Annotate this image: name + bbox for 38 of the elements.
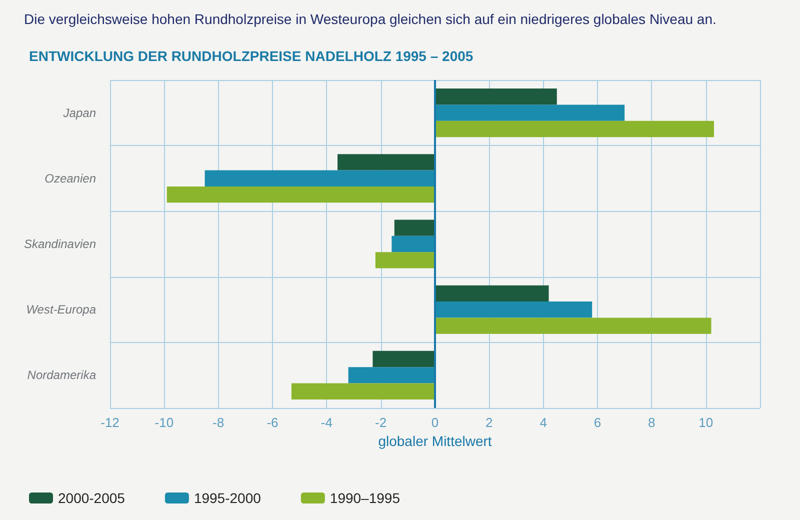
bar (166, 186, 435, 203)
x-tick-label: 0 (431, 415, 439, 430)
bar (348, 367, 435, 384)
bar (375, 252, 435, 268)
bar (435, 302, 592, 318)
y-tick-label: Japan (62, 106, 96, 120)
x-tick-label: 2 (486, 415, 493, 430)
bar (372, 350, 435, 368)
bar (338, 154, 435, 170)
y-tick-label: West-Europa (26, 302, 96, 317)
bar (435, 120, 714, 138)
bar (291, 383, 435, 400)
y-tick-label: Nordamerika (27, 368, 96, 382)
bar (394, 220, 435, 236)
bar (435, 285, 549, 302)
ref-line-label: globaler Mittelwert (378, 433, 492, 449)
bar (435, 318, 712, 334)
x-tick-label: -6 (266, 415, 278, 430)
x-tick-label: 6 (594, 415, 602, 430)
bar (392, 236, 435, 252)
x-tick-label: -4 (320, 415, 332, 430)
chart-title: ENTWICKLUNG DER RUNDHOLZPREISE NADELHOLZ 1995 – 2005 (29, 48, 474, 64)
x-tick-label: -8 (212, 415, 224, 430)
x-tick-label: 8 (648, 415, 656, 430)
x-tick-label: -12 (100, 415, 120, 430)
y-tick-label: Skandinavien (24, 237, 96, 251)
legend-label: 1990–1995 (330, 490, 400, 506)
text: Die vergleichsweise hohen Rundholzpreise in Westeuropa gleichen sich auf ein niedrigeres globales Niveau an. (24, 11, 716, 27)
x-tick-label: -10 (154, 415, 174, 430)
legend-label: 2000-2005 (58, 490, 126, 506)
bar (435, 104, 625, 121)
x-tick-label: 10 (698, 415, 714, 430)
x-tick-label: -2 (375, 415, 387, 430)
x-tick-label: 4 (540, 415, 547, 430)
bar (204, 170, 435, 186)
y-tick-label: Ozeanien (44, 171, 96, 186)
bar (435, 88, 557, 105)
legend-label: 1995-2000 (194, 490, 262, 506)
